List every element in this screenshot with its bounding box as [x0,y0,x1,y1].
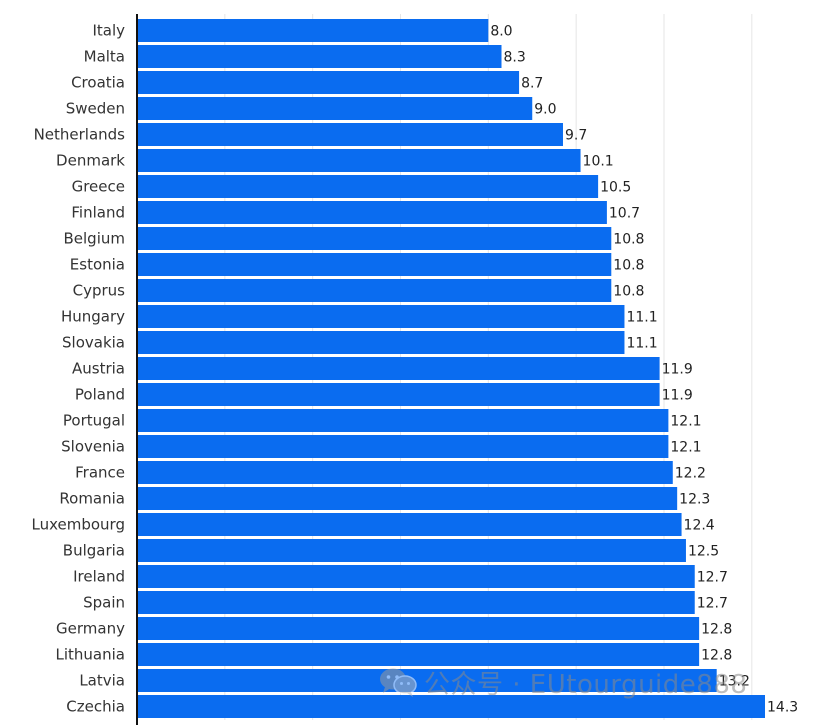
value-label: 10.8 [613,284,644,300]
category-label: Greece [72,178,125,196]
category-label: Spain [83,594,125,612]
category-labels: Italy Malta Croatia Sweden Netherlands Denmar… [32,22,126,716]
category-label: Ireland [73,568,125,586]
category-label: Romania [59,490,125,508]
category-label: Czechia [66,698,125,716]
category-label: Italy [92,22,125,40]
value-label: 10.7 [609,206,640,222]
value-label: 12.1 [670,440,701,456]
category-label: Belgium [64,230,126,248]
bar [137,149,581,172]
value-label: 10.8 [613,258,644,274]
bar [137,487,678,510]
value-label: 10.5 [600,180,631,196]
category-label: Bulgaria [63,542,125,560]
category-label: Poland [75,386,125,404]
category-label: Finland [71,204,125,222]
category-label: Portugal [63,412,125,430]
category-label: Denmark [56,152,125,170]
bar [137,357,660,380]
category-label: Slovakia [62,334,125,352]
bar [137,97,533,120]
bar [137,305,625,328]
value-label: 13.2 [719,674,750,690]
value-label: 11.9 [662,388,693,404]
value-label: 12.8 [701,648,732,664]
value-label: 12.8 [701,622,732,638]
value-label: 11.1 [626,336,657,352]
value-label: 8.7 [521,76,543,92]
value-label: 12.7 [697,596,728,612]
category-label: Cyprus [73,282,126,300]
bar [137,175,599,198]
value-label: 10.1 [583,154,614,170]
bar [137,513,682,536]
value-label: 12.2 [675,466,706,482]
value-label: 9.0 [534,102,556,118]
bar [137,565,695,588]
category-label: Malta [84,48,125,66]
bar [137,71,520,94]
category-label: Latvia [79,672,125,690]
bar [137,227,612,250]
category-label: Hungary [61,308,125,326]
bar [137,695,765,718]
bar [137,331,625,354]
bar [137,45,502,68]
bar [137,201,607,224]
value-label: 12.1 [670,414,701,430]
bar [137,123,563,146]
value-label: 12.7 [697,570,728,586]
bar [137,253,612,276]
bar [137,643,700,666]
value-label: 10.8 [613,232,644,248]
bars [137,19,765,718]
value-label: 8.3 [504,50,526,66]
category-label: Luxembourg [32,516,126,534]
value-label: 8.0 [490,24,512,40]
category-label: Estonia [70,256,125,274]
bar [137,279,612,302]
category-label: Germany [56,620,125,638]
category-label: Austria [72,360,125,378]
category-label: France [75,464,125,482]
bar [137,461,673,484]
value-label: 14.3 [767,700,798,716]
value-label: 12.3 [679,492,710,508]
value-label: 11.1 [626,310,657,326]
category-label: Slovenia [61,438,125,456]
bar [137,591,695,614]
bar [137,19,489,42]
category-label: Sweden [66,100,125,118]
category-label: Netherlands [34,126,126,144]
bar [137,539,686,562]
bar [137,435,669,458]
category-label: Croatia [71,74,125,92]
value-labels: 8.0 8.3 8.7 9.0 9.7 10.1 10.5 10.7 10.8 10.8 10.8 1… [490,24,798,716]
value-label: 11.9 [662,362,693,378]
bar [137,617,700,640]
bar [137,409,669,432]
value-label: 12.5 [688,544,719,560]
value-label: 12.4 [684,518,715,534]
bar [137,669,717,692]
category-label: Lithuania [56,646,125,664]
value-label: 9.7 [565,128,587,144]
bar [137,383,660,406]
